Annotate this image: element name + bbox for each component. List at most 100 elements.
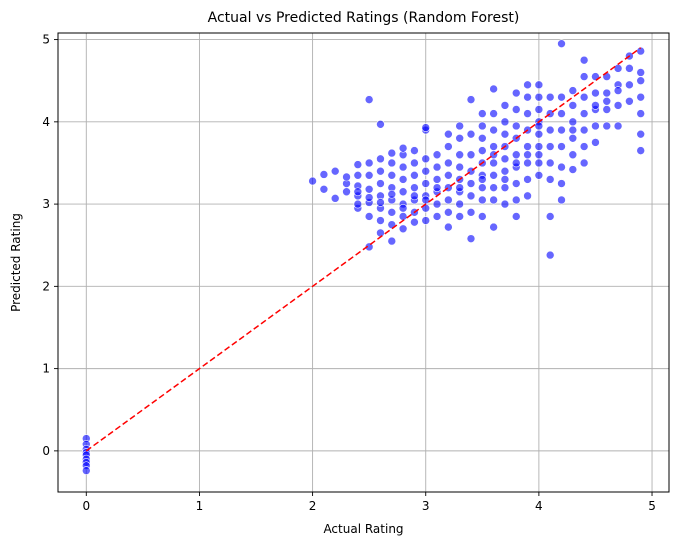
data-point (579, 55, 589, 65)
data-point (376, 228, 385, 238)
data-point (523, 175, 532, 184)
data-point (444, 171, 453, 180)
data-point (455, 162, 464, 172)
data-point (500, 183, 510, 192)
data-point (534, 129, 544, 139)
data-point (398, 162, 408, 172)
data-point (421, 154, 431, 164)
data-point (308, 176, 317, 186)
data-point (511, 121, 521, 131)
data-point (421, 216, 431, 225)
data-point (478, 109, 487, 118)
data-point (444, 142, 453, 151)
x-tick-label: 3 (422, 499, 430, 513)
data-point (489, 171, 498, 180)
data-point (534, 80, 544, 90)
data-point (636, 109, 646, 118)
data-point (376, 120, 385, 129)
data-point (376, 198, 385, 207)
data-point (579, 72, 589, 81)
data-point (432, 175, 442, 184)
data-point (545, 92, 555, 102)
data-point (500, 129, 510, 139)
data-point (387, 189, 397, 199)
data-point (489, 84, 498, 94)
data-point (478, 133, 487, 143)
data-point (557, 195, 566, 205)
data-point (534, 158, 544, 168)
data-point (489, 125, 498, 135)
data-point (602, 96, 612, 106)
data-point (613, 86, 623, 95)
data-point (432, 212, 442, 221)
data-point (353, 199, 363, 209)
data-point (523, 158, 532, 168)
data-point (364, 242, 374, 252)
y-tick-label: 4 (42, 115, 50, 129)
data-point (353, 171, 363, 180)
data-point (398, 187, 408, 197)
data-point (636, 146, 646, 155)
data-point (557, 109, 566, 118)
y-tick-label: 3 (42, 197, 50, 211)
data-point (444, 222, 453, 232)
data-point (478, 121, 487, 131)
data-point (466, 129, 476, 139)
data-point (636, 76, 646, 86)
data-point (545, 125, 555, 135)
data-point (364, 95, 374, 104)
data-point (387, 236, 397, 246)
y-tick-label: 2 (42, 279, 50, 293)
data-point (342, 172, 351, 182)
data-point (557, 142, 566, 151)
data-point (591, 121, 600, 131)
data-point (557, 92, 566, 102)
data-point (489, 142, 498, 151)
data-point (432, 150, 442, 160)
data-point (568, 86, 578, 95)
x-tick-label: 5 (648, 499, 656, 513)
data-point (500, 199, 510, 209)
data-point (330, 194, 340, 203)
data-point (534, 150, 544, 160)
data-point (466, 234, 476, 243)
data-point (625, 80, 634, 90)
data-point (511, 158, 521, 168)
data-point (478, 195, 487, 205)
data-point (432, 183, 442, 192)
data-point (613, 64, 623, 73)
y-tick-label: 1 (42, 362, 50, 376)
data-point (523, 150, 532, 160)
data-point (455, 212, 464, 221)
data-point (568, 101, 578, 110)
y-tick-label: 0 (42, 444, 50, 458)
data-point (625, 64, 634, 73)
data-point (387, 158, 397, 168)
data-point (625, 96, 634, 106)
data-point (466, 208, 476, 217)
data-point (478, 212, 487, 221)
data-point (466, 150, 476, 160)
chart-title: Actual vs Predicted Ratings (Random Fore… (208, 10, 520, 26)
data-point (568, 165, 578, 174)
data-point (534, 121, 544, 131)
data-point (602, 121, 612, 131)
data-point (557, 125, 566, 135)
scatter-points (81, 39, 646, 475)
data-point (342, 187, 351, 197)
data-point (500, 166, 510, 176)
data-point (545, 212, 555, 221)
data-point (398, 224, 408, 234)
x-tick-label: 2 (309, 499, 317, 513)
data-point (579, 142, 589, 151)
data-point (466, 179, 476, 188)
data-point (364, 171, 374, 180)
data-point (511, 212, 521, 221)
data-point (364, 158, 374, 168)
data-point (579, 92, 589, 102)
data-point (376, 166, 385, 176)
data-point (398, 203, 408, 213)
data-point (455, 150, 464, 160)
data-point (489, 195, 498, 205)
